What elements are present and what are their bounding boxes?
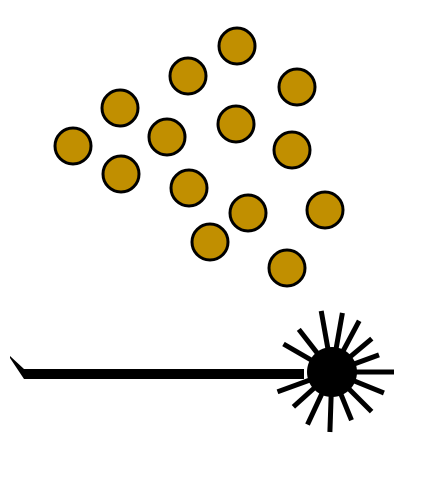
- particle-circle: [228, 193, 268, 233]
- particle: [305, 190, 345, 230]
- burst-ray: [351, 352, 380, 367]
- burst-ray: [296, 327, 321, 357]
- burst-ray: [340, 319, 362, 354]
- particle: [190, 222, 230, 262]
- particle: [169, 168, 209, 208]
- burst-rays: [276, 310, 394, 433]
- particle: [217, 26, 257, 66]
- particle: [168, 56, 208, 96]
- burst-ray: [333, 312, 345, 351]
- burst-ray: [347, 336, 374, 360]
- particle: [267, 248, 307, 288]
- particle-circle: [53, 126, 93, 166]
- particle: [53, 126, 93, 166]
- particle-circle: [277, 67, 317, 107]
- particle-circle: [190, 222, 230, 262]
- particle: [147, 117, 187, 157]
- burst-ray: [282, 341, 315, 364]
- particle: [228, 193, 268, 233]
- burst-ray: [291, 384, 318, 409]
- laser-beam-icon: [10, 356, 304, 379]
- particle-circle: [217, 26, 257, 66]
- particle: [272, 130, 312, 170]
- laser-burst-icon: [276, 310, 394, 433]
- particle-circle: [267, 248, 307, 288]
- particle-circle: [272, 130, 312, 170]
- burst-ray: [318, 310, 331, 351]
- particle-circle: [169, 168, 209, 208]
- particle-circle: [101, 154, 141, 194]
- particle-circle: [100, 88, 140, 128]
- burst-ray: [276, 377, 313, 395]
- particle: [216, 104, 256, 144]
- particle-cluster: [53, 26, 345, 288]
- particle: [100, 88, 140, 128]
- burst-ray: [305, 390, 325, 426]
- burst-ray: [337, 391, 354, 422]
- particle-circle: [216, 104, 256, 144]
- laser-beam: [10, 356, 304, 379]
- particle-circle: [168, 56, 208, 96]
- burst-ray: [345, 385, 374, 414]
- particle-circle: [147, 117, 187, 157]
- burst-core: [307, 347, 357, 397]
- particle: [277, 67, 317, 107]
- particle-circle: [305, 190, 345, 230]
- particle: [101, 154, 141, 194]
- burst-ray: [327, 393, 334, 433]
- burst-ray: [351, 377, 385, 396]
